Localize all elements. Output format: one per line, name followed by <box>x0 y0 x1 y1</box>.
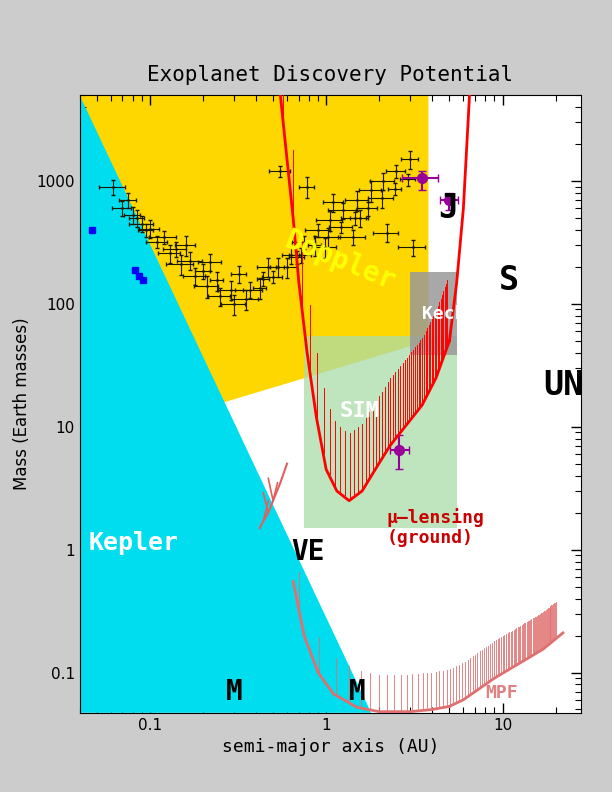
Text: μ–lensing
(ground): μ–lensing (ground) <box>387 508 485 547</box>
Polygon shape <box>410 272 457 356</box>
X-axis label: semi-major axis (AU): semi-major axis (AU) <box>222 738 439 756</box>
Text: Keck: Keck <box>422 305 466 323</box>
Text: SIM: SIM <box>340 401 380 421</box>
Text: Kepler: Kepler <box>89 531 179 554</box>
Polygon shape <box>80 95 371 713</box>
Text: MPF: MPF <box>485 684 518 702</box>
Title: Exoplanet Discovery Potential: Exoplanet Discovery Potential <box>147 65 513 86</box>
Text: M: M <box>226 678 242 706</box>
Text: VE: VE <box>291 539 324 566</box>
Text: UN: UN <box>543 369 583 402</box>
Text: M: M <box>349 678 366 706</box>
Y-axis label: Mass (Earth masses): Mass (Earth masses) <box>13 318 31 490</box>
Text: Doppler: Doppler <box>280 226 400 296</box>
Text: J: J <box>438 192 458 225</box>
Polygon shape <box>304 336 457 528</box>
Text: S: S <box>499 264 519 297</box>
Polygon shape <box>80 95 428 446</box>
